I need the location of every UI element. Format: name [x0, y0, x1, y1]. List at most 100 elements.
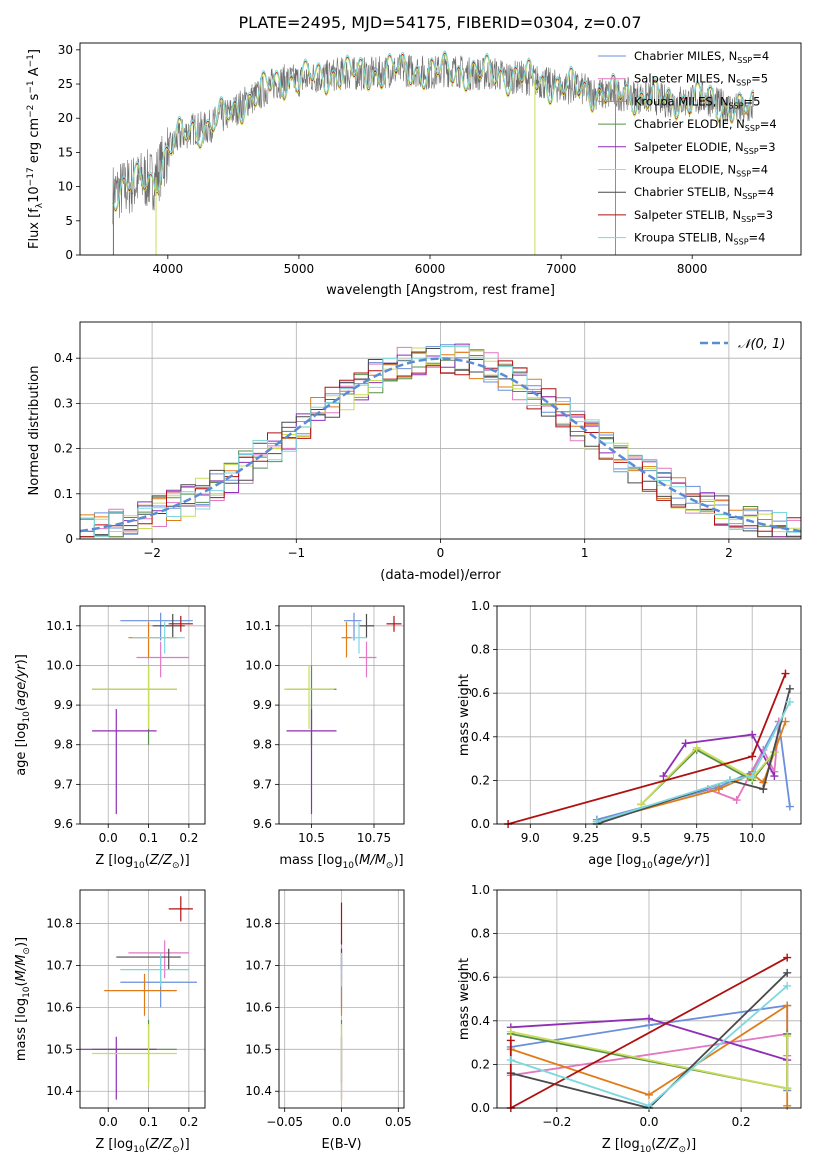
y-tick-label: 10.5 — [245, 1042, 272, 1056]
legend-sub: SSP — [742, 192, 757, 201]
spectrum-model-kroupa-elodie — [112, 53, 755, 213]
spectrum-model-kroupa-stelib — [112, 50, 755, 209]
y-tick-label: 25 — [58, 77, 73, 91]
label-part: )] — [180, 853, 190, 868]
label-part: Z/Z — [149, 1137, 173, 1152]
label-part: Z/Z — [655, 1137, 679, 1152]
y-tick-label: 15 — [58, 145, 73, 159]
label-part: wavelength [Angstrom, rest frame] — [326, 283, 555, 298]
y-tick-label: 0.2 — [471, 1057, 490, 1071]
x-tick-label: 0.0 — [99, 1115, 118, 1129]
spectrum-data-line — [112, 54, 755, 225]
label-part: 10 — [22, 986, 32, 998]
x-tick-label: 10.75 — [357, 831, 391, 845]
weight-marker — [785, 802, 794, 811]
y-tick-label: 0.4 — [471, 1014, 490, 1028]
weight-marker — [783, 953, 792, 962]
x-tick-label: −1 — [287, 546, 305, 560]
y-tick-label: 0.3 — [54, 396, 73, 410]
weight-vs-metallicity-panel: −0.2 0.0 0.2 0.0 0.2 0.4 0.6 0.8 1.0 Z [log10(Z/Z… — [457, 883, 802, 1155]
label-part: )] — [180, 1137, 190, 1152]
legend-tail: =4 — [751, 163, 768, 177]
weight-marker — [785, 697, 794, 706]
weight-marker — [770, 772, 779, 781]
weight-marker — [783, 1101, 792, 1110]
x-tick-label: −2 — [143, 546, 161, 560]
legend-label: Kroupa ELODIE, NSSP=4 — [634, 163, 768, 179]
label-part: age [log — [588, 853, 641, 868]
y-tick-label: 0.4 — [471, 730, 490, 744]
y-tick-label: 0.4 — [54, 351, 73, 365]
legend-label: Kroupa STELIB, NSSP=4 — [634, 231, 765, 247]
legend-label: Chabrier MILES, NSSP=4 — [634, 49, 769, 65]
axis-label: mass weight — [457, 958, 472, 1040]
y-tick-label: 1.0 — [471, 599, 490, 613]
label-part: )] — [14, 937, 29, 947]
x-tick-label: 6000 — [415, 262, 446, 276]
legend-sub: SSP — [736, 79, 751, 88]
y-tick-label: 9.8 — [253, 738, 272, 752]
weight-line-salpeter-stelib — [507, 673, 787, 824]
weight-marker — [506, 1056, 515, 1065]
label-part: ⊙ — [678, 1145, 686, 1155]
x-tick-label: 0.1 — [139, 1115, 158, 1129]
weight-line-chabrier-stelib — [510, 972, 788, 1108]
label-part: ( — [653, 853, 658, 868]
axis-label: Flux [fλ10−17 erg cm−2 s−1 A−1] — [26, 49, 45, 249]
weight-marker — [783, 1001, 792, 1010]
weight-marker — [748, 772, 757, 781]
y-tick-label: 1.0 — [471, 883, 490, 897]
weight-marker — [645, 1090, 653, 1099]
legend-text: Chabrier MILES, N — [634, 49, 737, 63]
age-vs-mass-panel: 10.5 10.75 9.6 9.7 9.8 9.9 10.0 10.1 mass [log10… — [245, 605, 405, 871]
mass-vs-metallicity-panel: 0.0 0.1 0.210.410.510.610.710.8Z [log10(Z/… — [14, 889, 206, 1155]
mass-vs-ebv-panel: −0.05 0.0 0.05 10.4 10.5 10.6 10.7 10.8 E(B-V) — [245, 889, 412, 1152]
x-tick-label: 0 — [437, 546, 445, 560]
x-tick-label: 2 — [725, 546, 733, 560]
y-tick-label: 0.8 — [471, 643, 490, 657]
histogram-kroupa-stelib — [80, 346, 801, 538]
weight-marker — [659, 772, 668, 781]
figure-title: PLATE=2495, MJD=54175, FIBERID=0304, z=0… — [238, 13, 641, 32]
y-tick-label: 5 — [65, 214, 73, 228]
weight-marker — [645, 1101, 653, 1110]
label-part: age [log — [14, 723, 29, 776]
label-part: Z/Z — [149, 853, 173, 868]
x-tick-label: 9.0 — [521, 831, 540, 845]
weight-marker — [783, 1032, 792, 1041]
legend-text: Salpeter STELIB, N — [634, 208, 741, 222]
y-tick-label: 0.0 — [471, 817, 490, 831]
label-part: s — [27, 93, 42, 104]
x-tick-label: 8000 — [677, 262, 708, 276]
weight-marker — [783, 981, 792, 990]
y-tick-label: 9.8 — [54, 738, 73, 752]
axes-frame — [496, 605, 802, 825]
y-tick-label: 0.2 — [471, 773, 490, 787]
label-part: Z [log — [95, 853, 133, 868]
y-tick-label: 0.6 — [471, 970, 490, 984]
x-tick-label: 0.05 — [385, 1115, 412, 1129]
axis-label: Normed distribution — [27, 366, 42, 496]
weight-marker — [506, 1027, 515, 1036]
label-part: −1 — [26, 54, 36, 67]
legend-text: Salpeter MILES, N — [634, 72, 736, 86]
age-vs-metallicity-panel: 0.0 0.1 0.29.69.79.89.910.010.1Z [log10(Z/… — [14, 605, 206, 871]
y-tick-label: 9.9 — [253, 698, 272, 712]
weight-marker — [692, 743, 701, 752]
x-tick-label: 9.5 — [632, 831, 651, 845]
legend-sub: SSP — [736, 170, 751, 179]
legend-text: Kroupa ELODIE, N — [634, 163, 736, 177]
y-tick-label: 10.7 — [245, 958, 272, 972]
weight-marker — [759, 785, 768, 794]
legend-label: Salpeter STELIB, NSSP=3 — [634, 208, 773, 224]
axis-label: Z [log10(Z/Z⊙)] — [95, 853, 189, 871]
weight-marker — [506, 1036, 515, 1045]
y-tick-label: 20 — [58, 111, 73, 125]
axis-label: mass [log10(M/M⊙)] — [14, 937, 32, 1061]
y-tick-label: 10.4 — [46, 1084, 73, 1098]
y-tick-label: 10.8 — [245, 917, 272, 931]
label-part: −2 — [26, 105, 36, 118]
y-tick-label: 10.6 — [46, 1000, 73, 1014]
weight-marker — [748, 752, 757, 761]
